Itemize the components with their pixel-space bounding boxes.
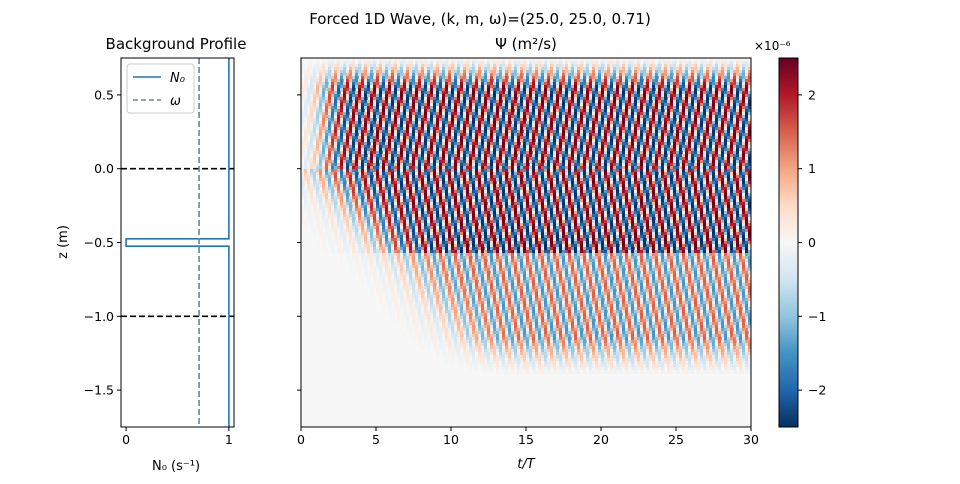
y-tick-label: −1.0 — [84, 309, 114, 324]
legend-label-omega: ω — [170, 94, 181, 109]
y-tick-label: −1.5 — [84, 383, 114, 398]
y-tick-label: −0.5 — [84, 235, 114, 250]
y-tick-label: 0.5 — [94, 87, 114, 102]
profile-title: Background Profile — [106, 35, 247, 53]
heatmap-title: Ψ (m²/s) — [495, 35, 557, 53]
y-tick-label: 0.0 — [94, 161, 114, 176]
profile-y-label: z (m) — [56, 225, 71, 259]
x-tick-label: 1 — [225, 432, 233, 447]
figure-suptitle: Forced 1D Wave, (k, m, ω)=(25.0, 25.0, 0… — [309, 10, 651, 28]
profile-legend: N₀ ω — [127, 64, 194, 113]
legend-label-n0: N₀ — [170, 71, 186, 86]
profile-y-ticks: 0.5 0.0 −0.5 −1.0 −1.5 — [84, 87, 121, 397]
x-tick-label: 0 — [122, 432, 130, 447]
profile-x-label: N₀ (s⁻¹) — [152, 459, 200, 474]
